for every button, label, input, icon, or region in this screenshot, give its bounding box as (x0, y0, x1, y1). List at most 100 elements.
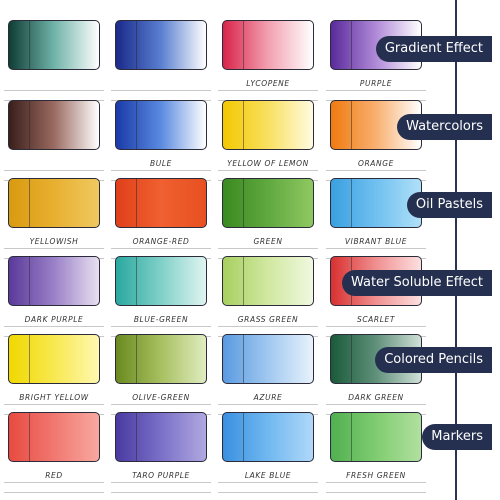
color-swatch (115, 412, 207, 462)
swatch-label: YELLOW OF LEMON (227, 159, 309, 168)
swatch-label: BLUE-GREEN (133, 315, 189, 324)
swatch-label: VIBRANT BLUE (344, 237, 408, 246)
swatch-label: BULE (150, 159, 172, 168)
color-swatch (8, 256, 100, 306)
divider-line (455, 0, 457, 500)
swatch-label: AZURE (253, 393, 283, 402)
swatch-label: ORANGE (357, 159, 394, 168)
swatch-divider (243, 179, 244, 227)
swatch-label: OLIVE-GREEN (132, 393, 190, 402)
label-rule (111, 482, 211, 483)
label-rule (111, 248, 211, 249)
swatch-divider (351, 179, 352, 227)
swatch-label: LYCOPENE (246, 79, 290, 88)
swatch-label: SCARLET (356, 315, 396, 324)
label-rule (326, 404, 426, 405)
color-swatch (8, 334, 100, 384)
swatch-divider (243, 21, 244, 69)
color-swatch (115, 100, 207, 150)
color-swatch (115, 20, 207, 70)
label-rule (4, 482, 104, 483)
label-rule (326, 326, 426, 327)
label-rule (4, 326, 104, 327)
label-rule (4, 90, 104, 91)
swatch-label: PURPLE (359, 79, 393, 88)
swatch-divider (29, 21, 30, 69)
swatch-label: ORANGE-RED (132, 237, 190, 246)
label-rule (4, 404, 104, 405)
color-swatch (222, 256, 314, 306)
swatch-divider (243, 335, 244, 383)
swatch-divider (243, 413, 244, 461)
swatch-label: DARK GREEN (348, 393, 404, 402)
color-swatch (8, 178, 100, 228)
swatch-divider (136, 101, 137, 149)
swatch-divider (29, 257, 30, 305)
color-swatch (222, 100, 314, 150)
effect-tag: Colored Pencils (375, 347, 492, 373)
label-rule (4, 248, 104, 249)
swatch-divider (136, 21, 137, 69)
label-rule (326, 248, 426, 249)
swatch-divider (243, 257, 244, 305)
label-rule (326, 492, 426, 493)
swatch-label: GREEN (253, 237, 283, 246)
swatch-divider (351, 335, 352, 383)
label-rule (218, 326, 318, 327)
swatch-divider (136, 257, 137, 305)
swatch-divider (29, 413, 30, 461)
swatch-divider (136, 335, 137, 383)
label-rule (326, 170, 426, 171)
color-swatch (115, 256, 207, 306)
effect-tag: Oil Pastels (406, 192, 492, 218)
color-swatch (330, 412, 422, 462)
swatch-label: BRIGHT YELLOW (19, 393, 89, 402)
label-rule (111, 492, 211, 493)
swatch-label: GRASS GREEN (237, 315, 299, 324)
swatch-label: TARO PURPLE (132, 471, 190, 480)
label-rule (326, 90, 426, 91)
swatch-divider (351, 101, 352, 149)
swatch-divider (29, 335, 30, 383)
label-rule (218, 170, 318, 171)
swatch-divider (351, 413, 352, 461)
effect-tag: Gradient Effect (375, 36, 492, 62)
color-swatch (222, 20, 314, 70)
color-swatch (8, 412, 100, 462)
label-rule (111, 90, 211, 91)
label-rule (218, 248, 318, 249)
effect-tag: Markers (422, 424, 492, 450)
swatch-divider (29, 179, 30, 227)
color-swatch (115, 178, 207, 228)
label-rule (111, 170, 211, 171)
label-rule (4, 492, 104, 493)
color-swatch (222, 334, 314, 384)
label-rule (218, 90, 318, 91)
label-rule (218, 404, 318, 405)
swatch-label: FRESH GREEN (346, 471, 406, 480)
label-rule (218, 492, 318, 493)
swatch-label: RED (45, 471, 63, 480)
effect-tag: Watercolors (397, 114, 492, 140)
label-rule (218, 482, 318, 483)
swatch-label: DARK PURPLE (24, 315, 84, 324)
swatch-label: YELLOWISH (29, 237, 79, 246)
swatch-divider (351, 21, 352, 69)
swatch-label: LAKE BLUE (244, 471, 292, 480)
effect-tag: Water Soluble Effect (341, 270, 492, 296)
color-swatch (115, 334, 207, 384)
swatch-divider (29, 101, 30, 149)
label-rule (111, 404, 211, 405)
swatch-divider (136, 413, 137, 461)
label-rule (326, 482, 426, 483)
color-swatch (8, 100, 100, 150)
swatch-divider (136, 179, 137, 227)
color-swatch (8, 20, 100, 70)
color-swatch (222, 178, 314, 228)
label-rule (4, 170, 104, 171)
label-rule (111, 326, 211, 327)
color-swatch (330, 178, 422, 228)
color-swatch (222, 412, 314, 462)
